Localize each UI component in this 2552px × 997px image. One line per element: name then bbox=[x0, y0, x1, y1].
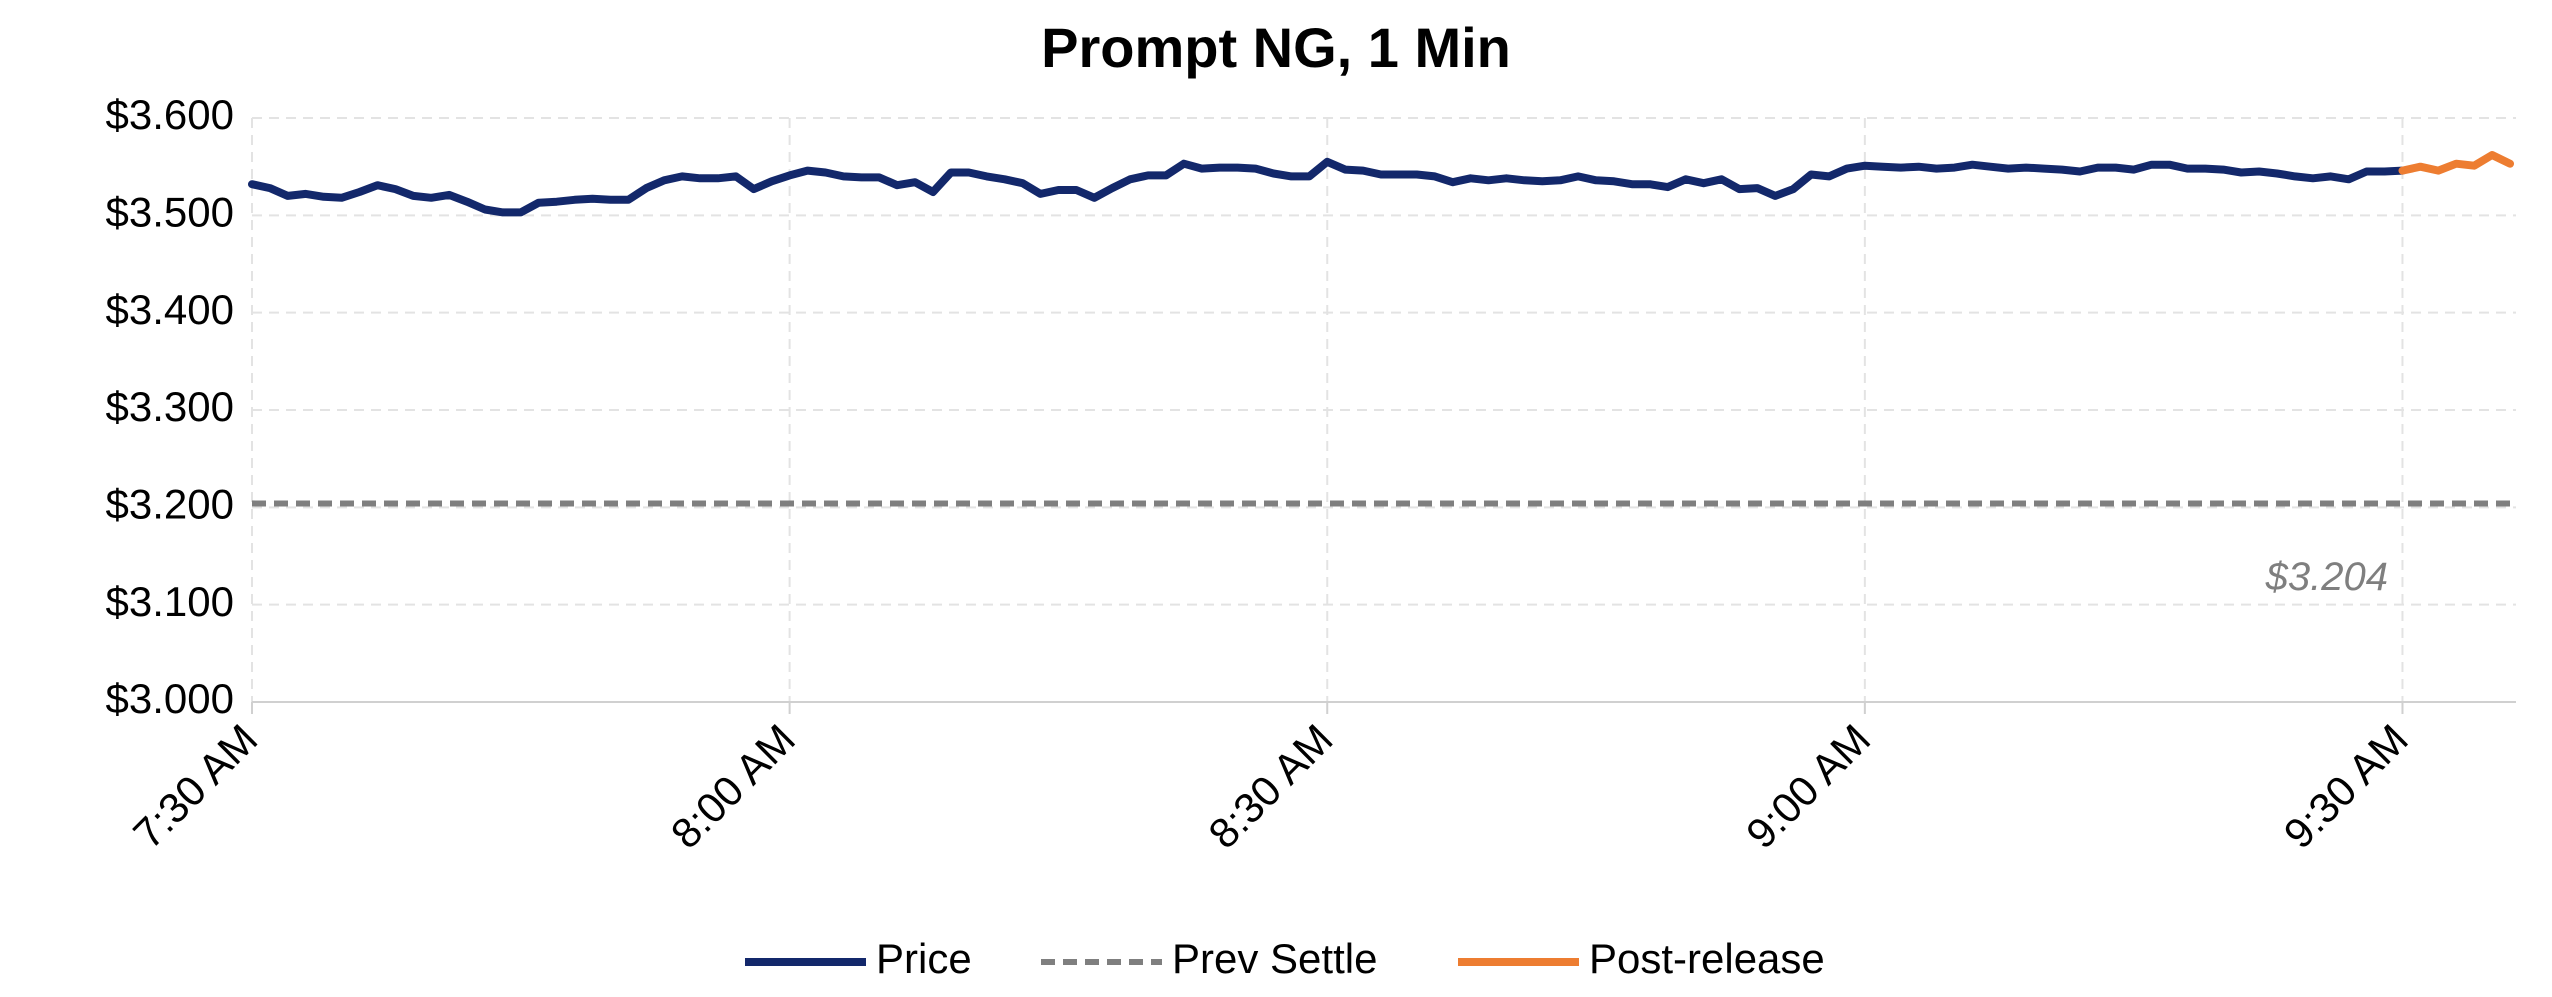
legend-label: Price bbox=[876, 935, 972, 982]
x-tick-label: 8:00 AM bbox=[662, 715, 804, 857]
line-series bbox=[2398, 151, 2514, 175]
y-tick-label: $3.100 bbox=[106, 578, 234, 625]
legend-label: Post-release bbox=[1589, 935, 1825, 982]
y-tick-label: $3.000 bbox=[106, 675, 234, 722]
legend-label: Prev Settle bbox=[1172, 935, 1377, 982]
x-tick-label: 9:00 AM bbox=[1737, 715, 1879, 857]
x-tick-label: 7:30 AM bbox=[124, 715, 266, 857]
reference-label: $3.204 bbox=[2265, 555, 2388, 599]
x-tick-label: 8:30 AM bbox=[1199, 715, 1341, 857]
line-series bbox=[248, 157, 2407, 217]
y-tick-label: $3.600 bbox=[106, 91, 234, 138]
x-tick-label: 9:30 AM bbox=[2275, 715, 2417, 857]
chart-title: Prompt NG, 1 Min bbox=[1041, 16, 1511, 79]
y-tick-label: $3.400 bbox=[106, 286, 234, 333]
y-tick-label: $3.200 bbox=[106, 480, 234, 527]
y-tick-label: $3.300 bbox=[106, 383, 234, 430]
y-tick-label: $3.500 bbox=[106, 188, 234, 235]
